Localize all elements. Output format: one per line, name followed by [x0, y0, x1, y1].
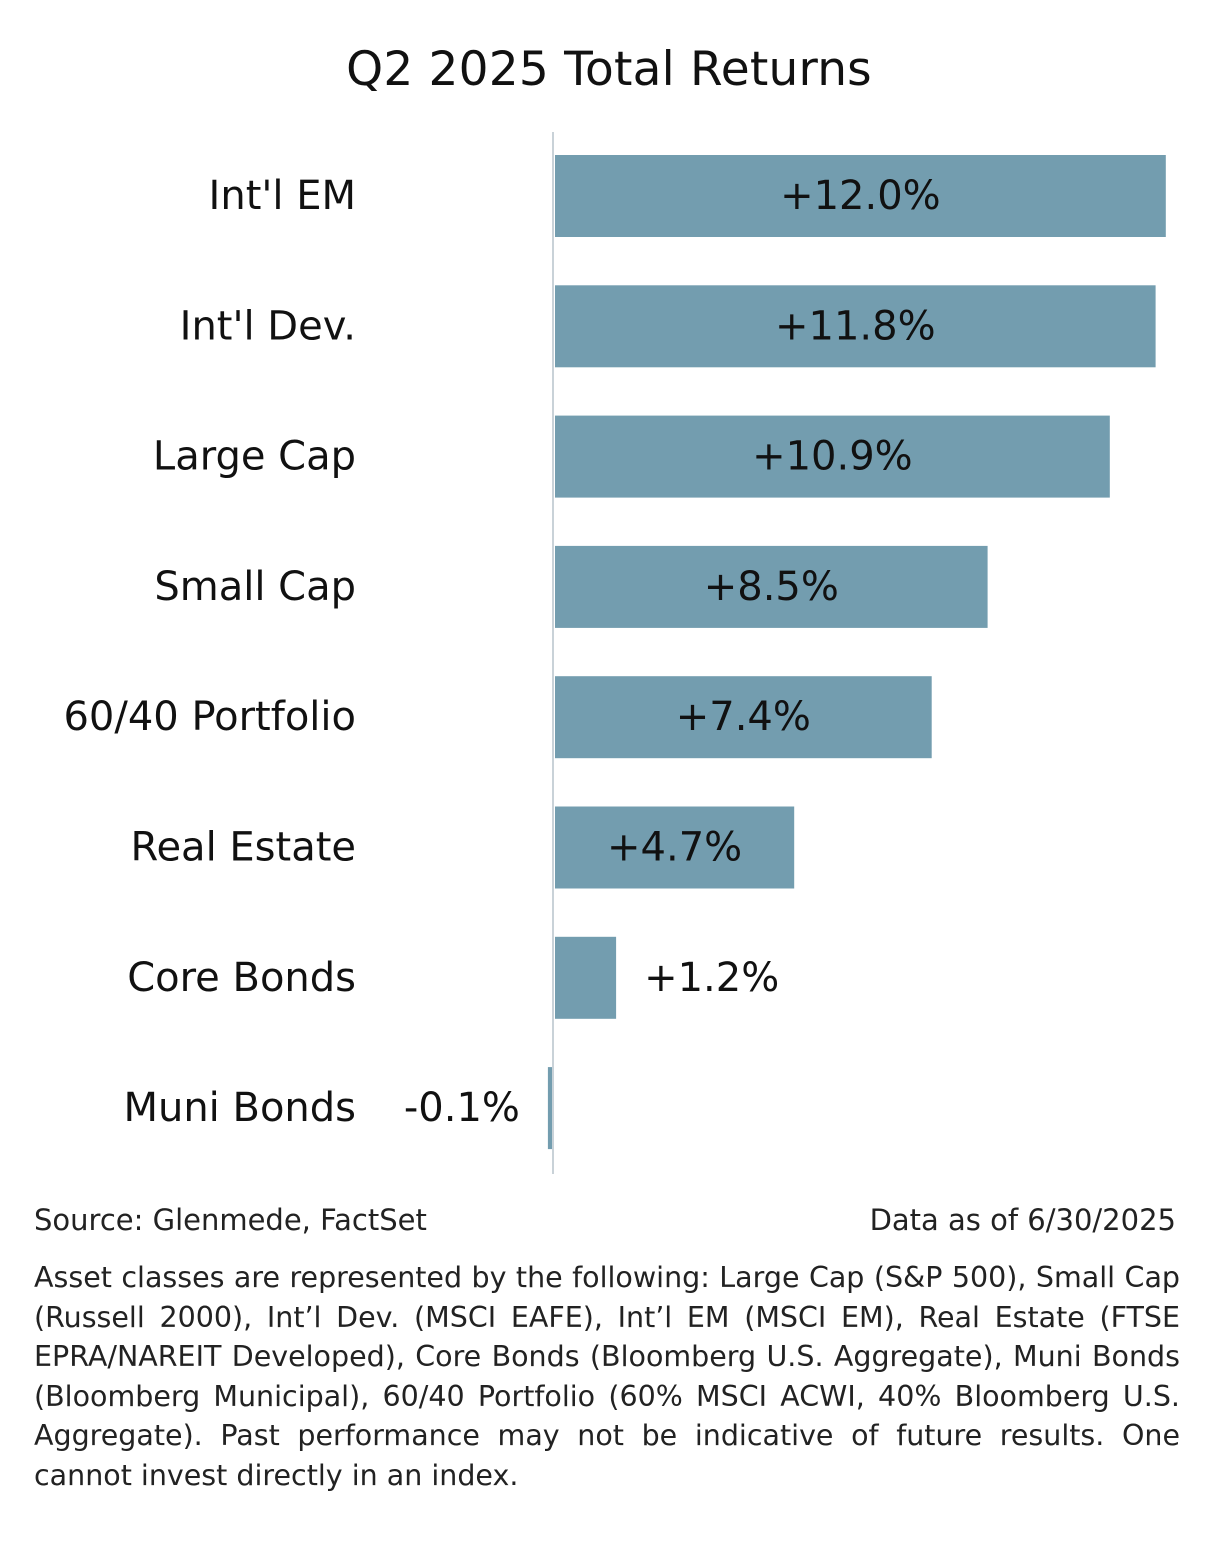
- bar-small-cap: [555, 545, 988, 628]
- bar-core-bonds: [555, 936, 617, 1019]
- labels-layer: Int'l EM +12.0% Int'l Dev. +11.8% Large Cap +…: [63, 173, 940, 1131]
- value-label-large-cap: +10.9%: [752, 434, 913, 480]
- bar-real-estate: [555, 806, 795, 889]
- category-label-muni-bonds: Muni Bonds: [123, 1085, 356, 1131]
- bar-chart: Int'l EM +12.0% Int'l Dev. +11.8% Large Cap +…: [63, 132, 1166, 1174]
- bar-60-40-portfolio: [555, 676, 932, 759]
- data-date-text: Data as of 6/30/2025: [869, 1203, 1176, 1237]
- category-label-int-l-em: Int'l EM: [209, 173, 356, 219]
- category-label-int-l-dev: Int'l Dev.: [180, 303, 356, 349]
- chart-title: Q2 2025 Total Returns: [346, 42, 872, 97]
- bar-large-cap: [555, 415, 1110, 498]
- category-label-large-cap: Large Cap: [153, 434, 356, 480]
- category-label-small-cap: Small Cap: [154, 564, 356, 610]
- value-label-60-40-portfolio: +7.4%: [676, 694, 811, 740]
- value-label-small-cap: +8.5%: [704, 564, 839, 610]
- value-label-muni-bonds: -0.1%: [404, 1085, 520, 1131]
- value-label-real-estate: +4.7%: [607, 825, 742, 871]
- source-row: Source: Glenmede, FactSet Data as of 6/3…: [34, 1198, 1176, 1242]
- value-label-int-l-em: +12.0%: [780, 173, 941, 219]
- bar-int-l-em: [555, 155, 1166, 237]
- category-label-core-bonds: Core Bonds: [127, 955, 356, 1001]
- bar-muni-bonds: [547, 1067, 553, 1150]
- category-label-60-40-portfolio: 60/40 Portfolio: [63, 694, 356, 740]
- value-label-core-bonds: +1.2%: [644, 955, 779, 1001]
- category-label-real-estate: Real Estate: [130, 825, 356, 871]
- bar-int-l-dev: [555, 285, 1156, 368]
- source-text: Source: Glenmede, FactSet: [34, 1203, 427, 1237]
- bars-layer: [547, 155, 1166, 1150]
- footnote: Asset classes are represented by the fol…: [34, 1261, 1180, 1492]
- value-label-int-l-dev: +11.8%: [775, 303, 936, 349]
